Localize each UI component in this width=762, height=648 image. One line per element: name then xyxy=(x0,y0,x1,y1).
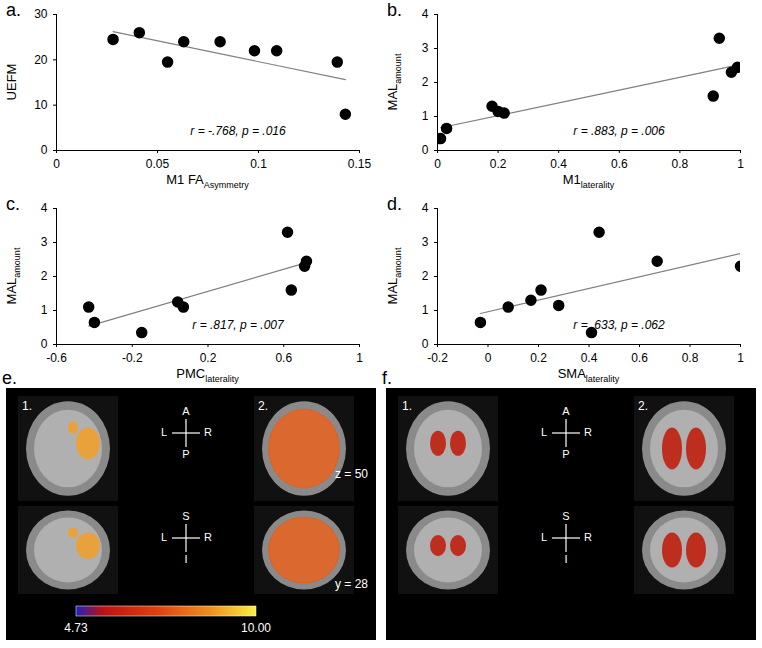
svg-text:R: R xyxy=(204,426,212,438)
svg-text:R: R xyxy=(584,426,592,438)
svg-text:2: 2 xyxy=(422,75,429,89)
svg-text:S: S xyxy=(182,510,189,522)
svg-text:0.6: 0.6 xyxy=(275,351,292,365)
svg-text:L: L xyxy=(161,426,167,438)
svg-text:UEFM: UEFM xyxy=(4,64,19,101)
svg-text:I: I xyxy=(564,553,567,565)
svg-text:0.8: 0.8 xyxy=(682,351,699,365)
svg-text:I: I xyxy=(184,553,187,565)
svg-text:0: 0 xyxy=(485,351,492,365)
svg-text:-0.2: -0.2 xyxy=(427,351,448,365)
html-text:a.: a. xyxy=(6,0,21,20)
svg-text:0.4: 0.4 xyxy=(550,157,567,171)
svg-text:3: 3 xyxy=(422,235,429,249)
svg-text:-0.6: -0.6 xyxy=(46,351,67,365)
svg-text:A: A xyxy=(182,405,190,417)
svg-text:1.: 1. xyxy=(402,399,412,413)
svg-text:r = .633, p = .062: r = .633, p = .062 xyxy=(573,318,665,332)
svg-text:r = .883, p = .006: r = .883, p = .006 xyxy=(573,124,665,138)
svg-text:0: 0 xyxy=(41,143,48,157)
svg-text:MALamount: MALamount xyxy=(4,247,22,304)
svg-text:0.6: 0.6 xyxy=(611,157,628,171)
html-text:c.: c. xyxy=(6,194,20,214)
svg-text:1: 1 xyxy=(356,351,363,365)
svg-text:0: 0 xyxy=(53,157,60,171)
svg-text:0: 0 xyxy=(422,337,429,351)
svg-text:0.2: 0.2 xyxy=(200,351,217,365)
svg-text:1.: 1. xyxy=(22,399,32,413)
svg-text:0.6: 0.6 xyxy=(631,351,648,365)
svg-text:0.4: 0.4 xyxy=(581,351,598,365)
svg-text:4: 4 xyxy=(41,201,48,215)
html-text:b.: b. xyxy=(387,0,402,20)
svg-text:1: 1 xyxy=(422,109,429,123)
svg-text:3: 3 xyxy=(422,41,429,55)
svg-text:2.: 2. xyxy=(258,399,268,413)
svg-text:z = 50: z = 50 xyxy=(335,467,368,481)
svg-text:-0.2: -0.2 xyxy=(122,351,143,365)
svg-text:L: L xyxy=(541,531,547,543)
svg-text:4.73: 4.73 xyxy=(64,621,88,635)
svg-text:0: 0 xyxy=(41,337,48,351)
svg-text:1: 1 xyxy=(737,351,744,365)
svg-text:0.15: 0.15 xyxy=(348,157,372,171)
svg-text:L: L xyxy=(541,426,547,438)
svg-text:L: L xyxy=(161,531,167,543)
html-text:d.: d. xyxy=(387,194,402,214)
svg-text:20: 20 xyxy=(34,53,48,67)
html-text:e.: e. xyxy=(2,368,17,388)
svg-text:4: 4 xyxy=(422,7,429,21)
svg-text:2: 2 xyxy=(41,269,48,283)
svg-text:0.8: 0.8 xyxy=(672,157,689,171)
svg-text:y = 28: y = 28 xyxy=(335,577,368,591)
svg-text:0.2: 0.2 xyxy=(490,157,507,171)
svg-text:1: 1 xyxy=(737,157,744,171)
svg-text:MALamount: MALamount xyxy=(385,247,403,304)
svg-text:1: 1 xyxy=(422,303,429,317)
svg-text:P: P xyxy=(182,448,189,460)
svg-text:3: 3 xyxy=(41,235,48,249)
svg-text:2.: 2. xyxy=(638,399,648,413)
svg-text:10: 10 xyxy=(34,98,48,112)
svg-text:PMClaterality: PMClaterality xyxy=(176,366,239,384)
svg-text:R: R xyxy=(584,531,592,543)
svg-text:r = -.768, p = .016: r = -.768, p = .016 xyxy=(190,124,286,138)
svg-text:A: A xyxy=(562,405,570,417)
svg-text:1: 1 xyxy=(41,303,48,317)
svg-text:2: 2 xyxy=(422,269,429,283)
svg-text:10.00: 10.00 xyxy=(241,621,271,635)
svg-text:0.1: 0.1 xyxy=(250,157,267,171)
svg-text:0: 0 xyxy=(434,157,441,171)
svg-text:S: S xyxy=(562,510,569,522)
svg-text:r = .817, p = .007: r = .817, p = .007 xyxy=(192,318,285,332)
svg-text:M1 FAAsymmetry: M1 FAAsymmetry xyxy=(166,172,249,190)
svg-text:P: P xyxy=(562,448,569,460)
svg-text:0.2: 0.2 xyxy=(530,351,547,365)
svg-text:SMAlaterality: SMAlaterality xyxy=(558,366,620,384)
svg-text:R: R xyxy=(204,531,212,543)
svg-text:M1laterality: M1laterality xyxy=(563,172,615,190)
svg-text:0: 0 xyxy=(422,143,429,157)
svg-text:30: 30 xyxy=(34,7,48,21)
html-text:f.: f. xyxy=(382,368,392,388)
svg-text:MALamount: MALamount xyxy=(385,53,403,110)
svg-text:0.05: 0.05 xyxy=(146,157,170,171)
svg-text:4: 4 xyxy=(422,201,429,215)
